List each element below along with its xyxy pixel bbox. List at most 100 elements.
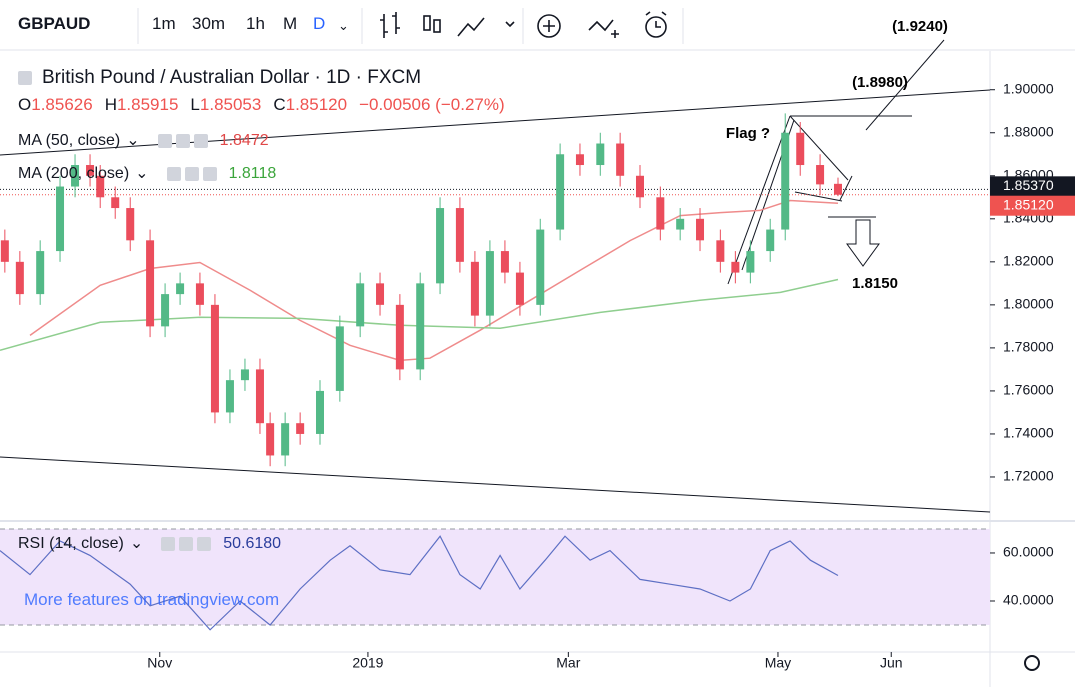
ohlc-key: C (273, 95, 286, 114)
toolbar-icons[interactable] (380, 11, 667, 38)
candle-body (335, 326, 344, 391)
candle-body (635, 175, 644, 198)
ohlc-value: 1.85120 (285, 95, 348, 114)
indicator-name: MA (200, close) (18, 165, 130, 182)
ohlc-key: H (104, 95, 117, 114)
chart-title: British Pound / Australian Dollar · 1D ·… (42, 67, 422, 88)
candle-body (146, 240, 155, 327)
y-tick-label: 1.78000 (1003, 339, 1054, 355)
ohlc-value: 1.85915 (116, 95, 179, 114)
ohlc-value: 1.85053 (199, 95, 262, 114)
candle-body (395, 304, 404, 370)
candle-body (833, 183, 842, 195)
x-tick-label: Jun (880, 655, 903, 671)
y-tick-label: 40.0000 (1003, 592, 1054, 608)
candle-body (0, 240, 9, 262)
candle-body (210, 304, 219, 413)
y-tick-label: 1.88000 (1003, 123, 1054, 139)
candle-body (225, 380, 234, 413)
candle-body (71, 165, 80, 187)
indicator-icon (202, 166, 217, 181)
price-tag-label: 1.85120 (1003, 196, 1054, 212)
legend-ohlc: O1.85626 H1.85915 L1.85053 C1.85120 −0.00506… (18, 95, 505, 115)
settings-icon[interactable] (1024, 655, 1040, 671)
candle-body (266, 423, 275, 456)
y-tick-label: 60.0000 (1003, 544, 1054, 560)
interval-active[interactable]: D (313, 14, 326, 33)
candle-body (356, 283, 365, 327)
moving-average (29, 199, 839, 362)
annotation: 1.8150 (852, 275, 898, 292)
y-tick-label: 1.82000 (1003, 253, 1054, 269)
interval[interactable]: M (283, 14, 298, 33)
ohlc-value: 1.85626 (31, 95, 93, 114)
dropdown: ⌄ (126, 132, 140, 149)
interval[interactable]: 30m (192, 14, 226, 33)
indicator-value: 1.8472 (219, 132, 269, 149)
candle-body (86, 165, 95, 176)
y-tick-label: 1.90000 (1003, 80, 1054, 96)
candle-body (746, 251, 755, 273)
x-tick-label: Nov (147, 655, 172, 671)
legend-ma: MA (50, close) ⌄ 1.8472 (18, 130, 269, 150)
interval[interactable]: 1m (152, 14, 176, 33)
candle-body (470, 261, 479, 316)
candle-body (436, 208, 445, 284)
rsi-line (0, 535, 839, 631)
candle-body (296, 423, 305, 434)
candle-body (195, 283, 204, 305)
symbol[interactable]: GBPAUD (18, 14, 91, 33)
candle-body (255, 369, 264, 424)
y-tick-label: 1.80000 (1003, 296, 1054, 312)
candle-body (376, 283, 385, 305)
watermark[interactable]: More features on tradingview.com (24, 590, 280, 609)
dropdown[interactable]: ⌄ (338, 18, 349, 33)
candle-body (616, 143, 625, 176)
y-tick-label: 1.72000 (1003, 468, 1054, 484)
annotation: (1.8980) (852, 74, 908, 91)
interval[interactable]: 1h (246, 14, 265, 33)
candle-body (416, 283, 425, 370)
candle-body (716, 240, 725, 262)
change: −0.00506 (−0.27%) (359, 95, 505, 114)
annotation: (1.9240) (892, 18, 948, 35)
y-tick-label: 1.76000 (1003, 382, 1054, 398)
candle-body (696, 218, 705, 241)
legend-rsi: RSI (14, close) ⌄ 50.6180 (18, 533, 281, 553)
candle-body (816, 165, 825, 185)
price-tag (990, 176, 1075, 197)
indicator-icon (184, 166, 199, 181)
candle-body (96, 175, 105, 198)
indicator-icon (193, 133, 208, 148)
candle-body (36, 251, 45, 295)
x-tick-label: May (765, 655, 791, 671)
dropdown: ⌄ (135, 165, 149, 182)
candle-body (485, 251, 494, 316)
candle-body (536, 229, 545, 305)
legend-ma: MA (200, close) ⌄ 1.8118 (18, 163, 276, 183)
x-tick-label: 2019 (352, 655, 383, 671)
candle-body (315, 390, 324, 434)
ohlc-key: L (190, 95, 200, 114)
indicator-icon (166, 166, 181, 181)
dropdown: ⌄ (129, 535, 144, 552)
candle-body (766, 229, 775, 252)
candle-body (455, 208, 464, 262)
indicator-value: 50.6180 (223, 535, 282, 552)
candle-body (15, 261, 24, 295)
candle-body (781, 132, 790, 230)
toolbar-separators (137, 8, 684, 44)
indicator-icon (197, 536, 212, 551)
indicator-icon (175, 133, 190, 148)
candle-body (176, 283, 185, 295)
price-tag-label: 1.85370 (1003, 177, 1054, 193)
candle-body (240, 369, 249, 381)
candle-body (656, 197, 665, 230)
indicator-name: RSI (14, close) (18, 535, 124, 552)
indicator-name: MA (50, close) (18, 132, 121, 149)
candle-body (596, 143, 605, 166)
candle-body (676, 218, 685, 230)
candle-body (731, 261, 740, 273)
legend-title-row: British Pound / Australian Dollar · 1D ·… (18, 67, 421, 89)
